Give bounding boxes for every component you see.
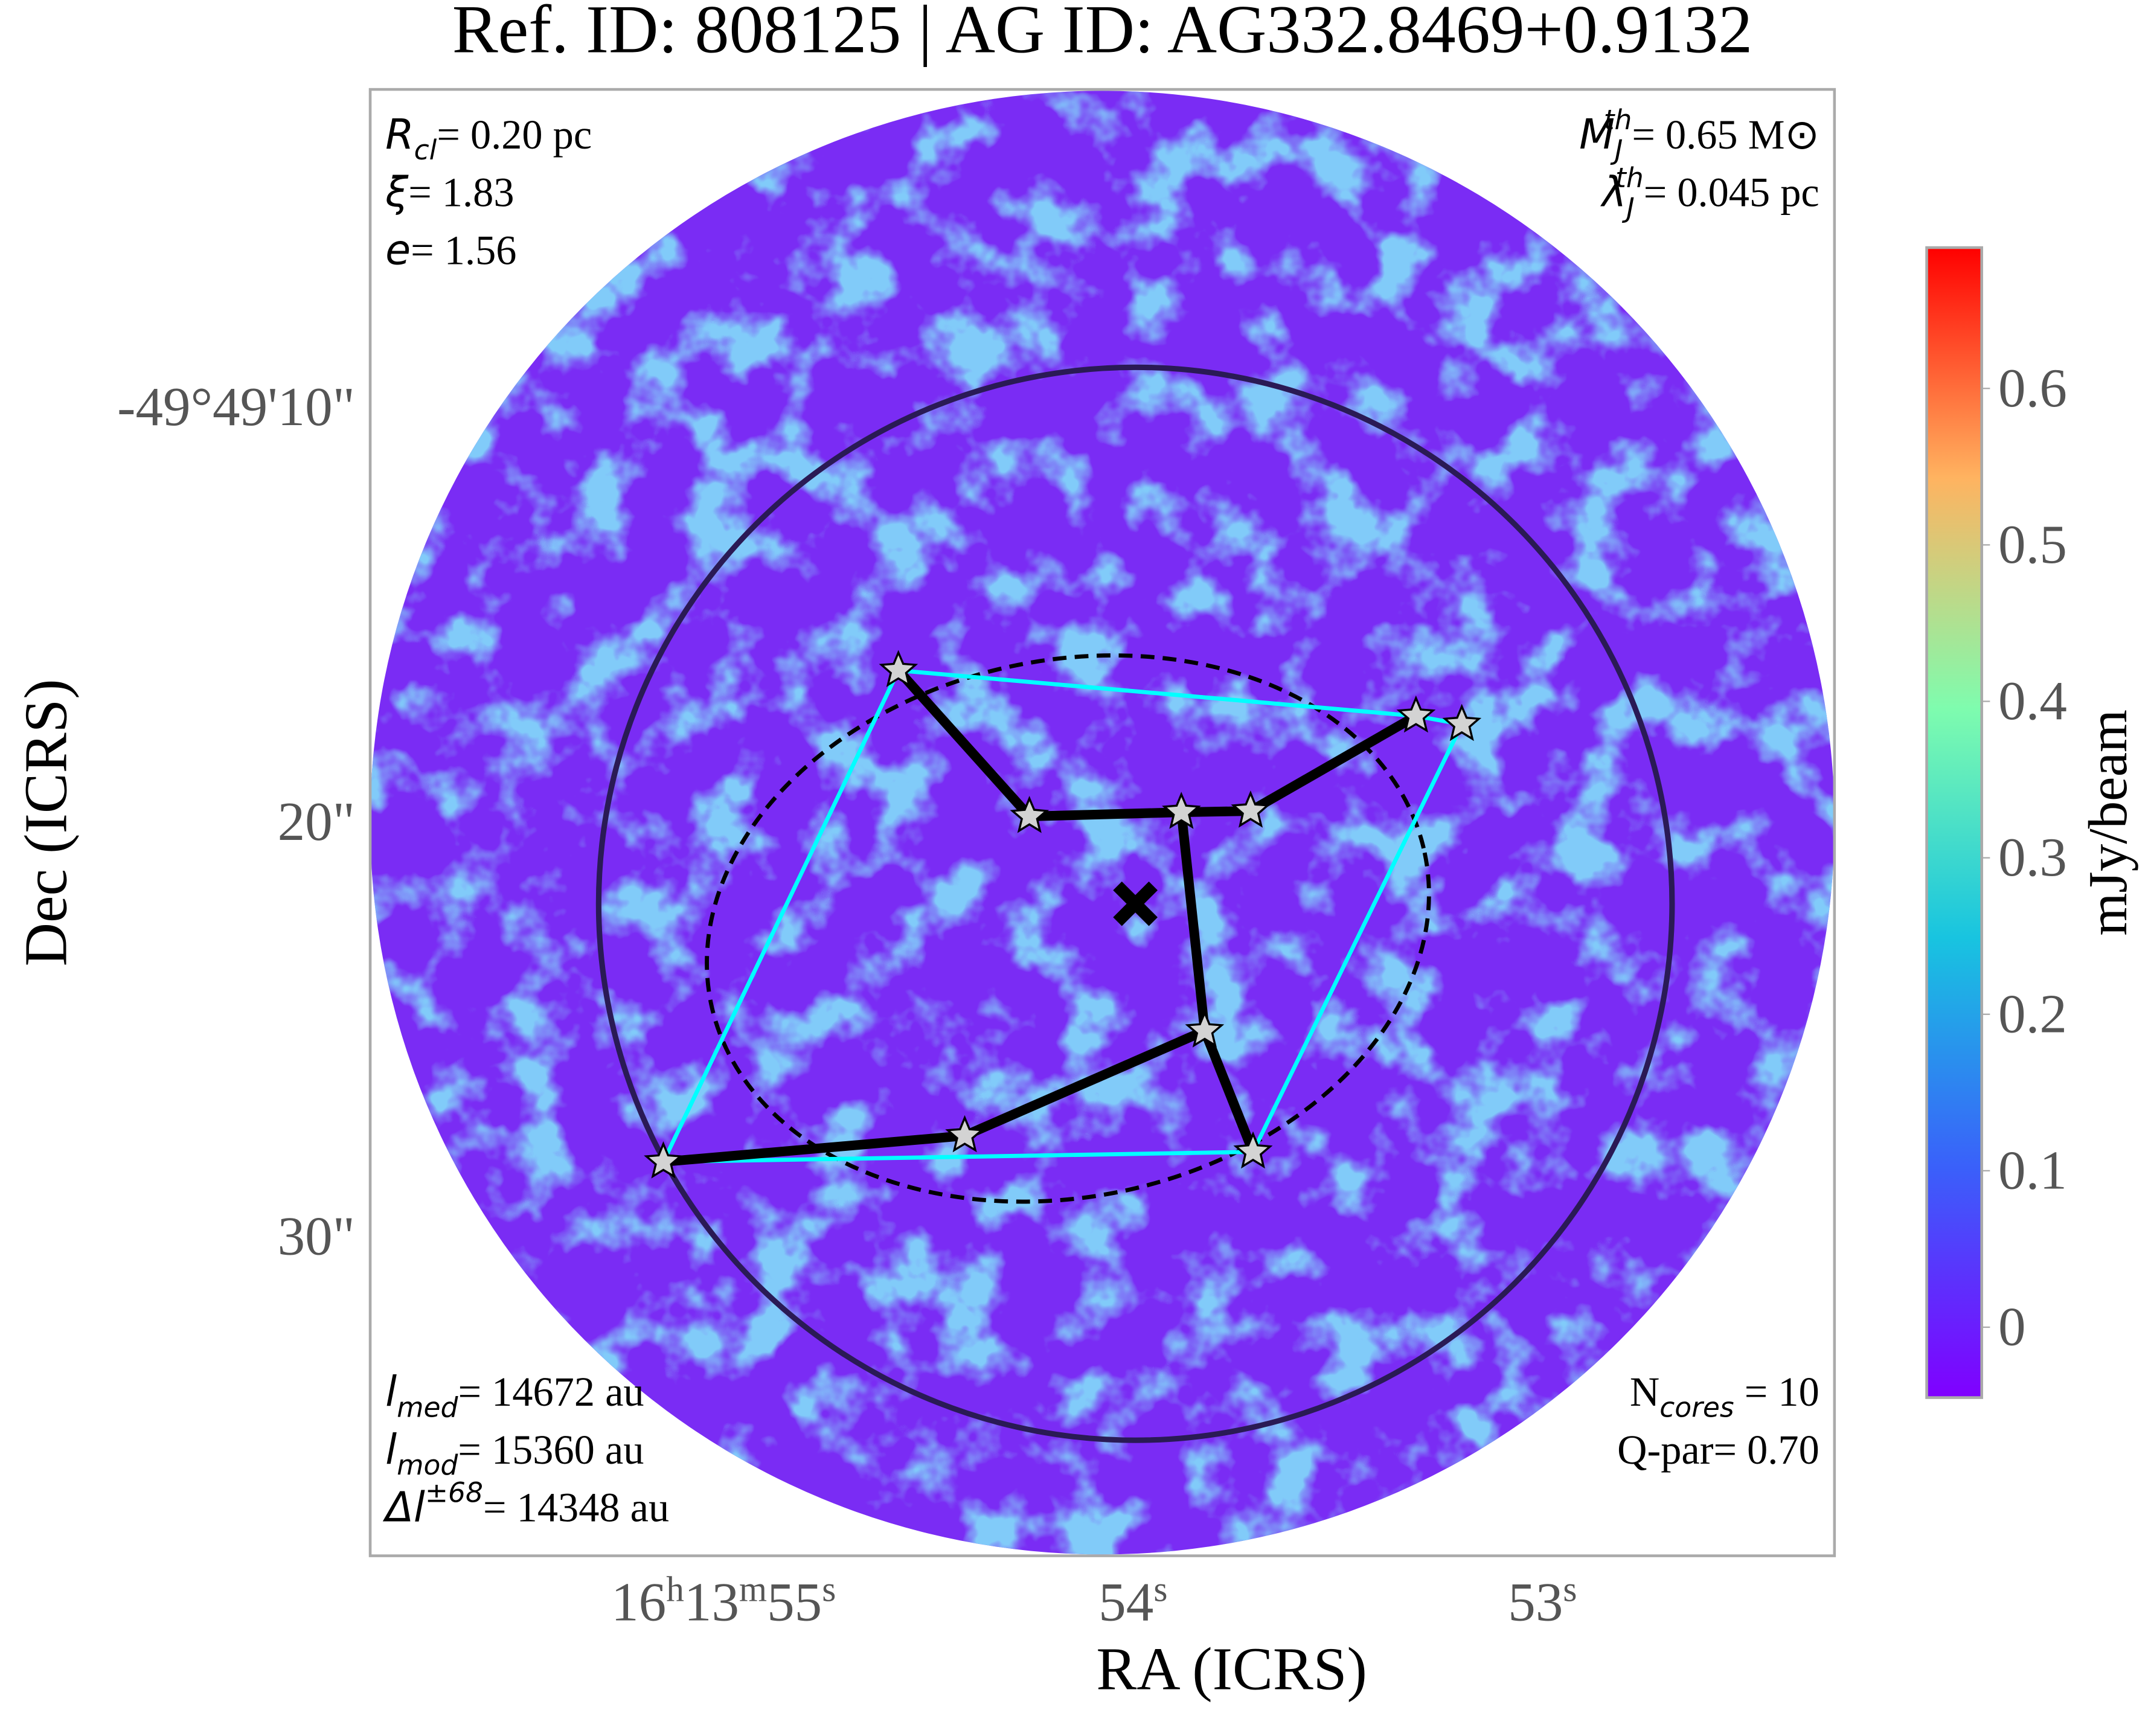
annotation-sym: λ [1600,169,1626,217]
intensity-map [370,91,1835,1555]
y-axis-label: Dec (ICRS) [12,679,79,966]
annotation-sup: th [1604,104,1632,136]
annotation-sym: e [385,226,411,274]
core-marker [1233,1131,1273,1169]
mst-edge [1176,812,1210,1031]
core-marker [879,650,918,687]
core-marker [644,1141,683,1179]
hull-edge [661,669,900,1163]
core-marker [1010,796,1050,833]
chart-title: Ref. ID: 808125 | AG ID: AG332.8469+0.91… [452,0,1752,68]
annotation: λJth= 0.045 pc [1600,162,1819,224]
colorbar-tick-label: 0.3 [1998,827,2067,888]
core-marker [1231,790,1271,828]
annotation: ξ= 1.83 [385,169,514,217]
core-marker [945,1115,985,1153]
x-tick-label: 54s [1098,1569,1167,1633]
annotation-rest: = 15360 au [458,1427,644,1473]
x-tick-label: 53s [1508,1569,1577,1633]
annotation: Rcl= 0.20 pc [385,111,592,166]
annotation-sym: M [1579,111,1615,159]
colorbar-tick-label: 0 [1998,1296,2026,1357]
colorbar-tick-label: 0.4 [1998,670,2067,731]
annotation: Δl±68= 14348 au [382,1477,669,1532]
annotation: Ncores = 10 [1630,1369,1819,1423]
core-marker [1396,695,1436,733]
annotation-rest: = 1.83 [408,170,514,216]
annotation-sup: th [1615,162,1644,194]
fit-ellipse [705,653,1431,1204]
annotation-sym: N [1630,1369,1659,1415]
annotation-rest: = 14672 au [458,1369,644,1415]
annotation: lmod= 15360 au [385,1426,644,1481]
core-marker [1442,703,1482,741]
y-tick-label: 20" [278,791,355,852]
annotation-sym: Δl [382,1484,425,1532]
mst-edge [894,667,1033,820]
x-axis-label: RA (ICRS) [1096,1636,1367,1703]
annotation-sub: mod [397,1449,458,1481]
hull-edge [898,668,1417,719]
annotation-rest: = 10 [1734,1369,1819,1415]
x-tick-label: 16h13m55s [611,1569,836,1633]
annotation-sym: l [385,1368,397,1416]
annotation-sym: R [385,111,414,159]
mst-edge [1029,807,1182,821]
annotation-rest: = 0.65 M⊙ [1632,112,1819,158]
annotation: e= 1.56 [385,226,516,274]
mst-edge [1200,1029,1258,1154]
annotation-rest: Q-par= 0.70 [1617,1427,1819,1473]
annotation-rest: = 0.045 pc [1644,170,1819,216]
mst-edge [963,1026,1207,1141]
plot-frame [368,88,1836,1557]
annotation-sup: ±68 [425,1477,483,1509]
annotation-rest: = 14348 au [483,1485,669,1531]
hull-edge [1251,723,1464,1153]
annotation-sub: cl [414,134,437,166]
annotation-sym: ξ [385,169,409,217]
annotation-rest: = 0.20 pc [437,112,592,158]
clump-center [1113,881,1158,926]
core-marker [1185,1010,1225,1048]
plot-layer [644,650,1482,1179]
annotation: Q-par= 0.70 [1617,1427,1819,1473]
annotation: MJth= 0.65 M⊙ [1579,104,1819,166]
annotation: lmed= 14672 au [385,1368,644,1423]
mst-edge [1248,711,1419,816]
hull-edge [663,1150,1254,1164]
annotation-sub: med [397,1391,458,1423]
mst-edge [662,1130,966,1167]
colorbar-tick-label: 0.5 [1998,514,2067,575]
core-marker [1162,792,1201,829]
annotation-sym: l [385,1426,397,1474]
colorbar-tick-label: 0.2 [1998,983,2067,1044]
annotation-rest: = 1.56 [411,227,516,273]
clump-circle [595,364,1675,1443]
annotation-sub: cores [1659,1391,1734,1423]
colorbar-tick-label: 0.1 [1998,1139,2067,1200]
y-tick-label: 30" [278,1206,355,1267]
colorbar-tick-label: 0.6 [1998,357,2067,418]
colorbar [1925,246,1983,1399]
colorbar-label: mJy/beam [2077,709,2138,935]
y-tick-label: -49°49'10" [117,376,355,437]
